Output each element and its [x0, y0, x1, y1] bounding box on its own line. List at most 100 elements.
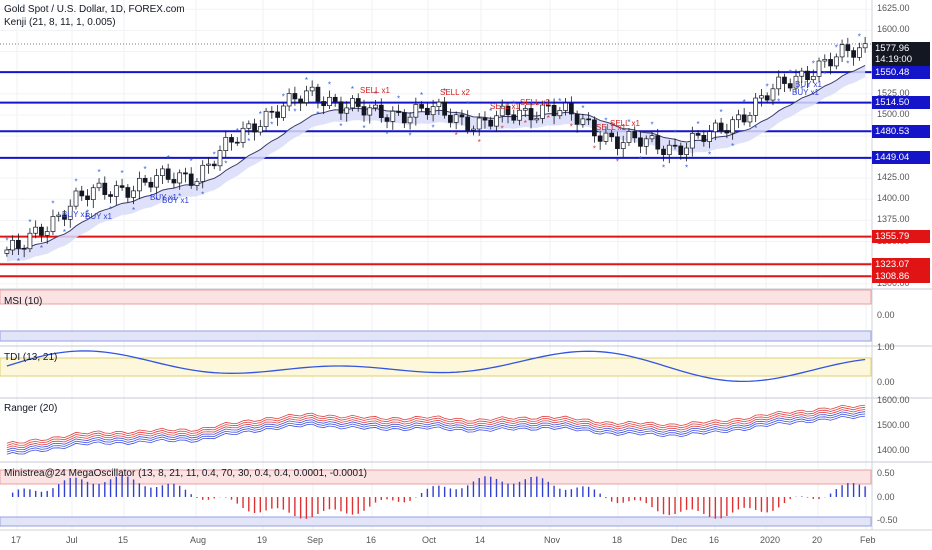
candle-body: [620, 142, 626, 149]
candle-body: [609, 132, 615, 138]
ranger-band-line: [6, 411, 866, 451]
signal-star: *: [708, 150, 711, 159]
candle-body: [753, 97, 759, 116]
candle-body: [401, 112, 407, 124]
candle-body: [200, 164, 206, 182]
time-axis-label: 2020: [760, 535, 781, 545]
price-axis-label: 1525.00: [877, 87, 910, 98]
candle-body: [517, 109, 522, 121]
candle-body: [626, 131, 632, 143]
candle-body: [160, 168, 165, 176]
candle-body: [764, 95, 770, 101]
signal-star: *: [812, 60, 815, 69]
sell-annotation: SELL x2: [520, 98, 550, 107]
signal-star: *: [155, 196, 158, 205]
candle-body: [540, 104, 545, 119]
candle-body: [759, 95, 764, 99]
candle-body: [246, 123, 252, 129]
horizontal-levels: [0, 71, 872, 278]
candle-body: [747, 114, 753, 123]
msi-lower-band: [0, 330, 872, 342]
candle-body: [298, 98, 304, 103]
ranger-band-line: [6, 404, 866, 444]
signal-star: *: [28, 218, 31, 227]
signal-star: *: [385, 130, 388, 139]
price-tag-level_1480: 1480.53: [872, 124, 930, 138]
candle-body: [338, 101, 344, 114]
signal-star: *: [362, 124, 365, 133]
signal-star: *: [731, 142, 734, 151]
candle-body: [419, 104, 424, 109]
signal-star: *: [558, 97, 561, 106]
candle-body: [154, 175, 160, 188]
sell-annotation: SELL x1: [610, 119, 640, 128]
signal-star: *: [201, 190, 204, 199]
price-tag-countdown: 14:19:00: [872, 52, 930, 66]
tdi-band: [0, 357, 872, 377]
signal-star: *: [650, 121, 653, 130]
signal-star: *: [789, 69, 792, 78]
price-axis-label: 1400.00: [877, 193, 910, 204]
signal-star: *: [282, 93, 285, 102]
signal-star: *: [754, 124, 757, 133]
candle-body: [90, 187, 96, 200]
candle-body: [119, 185, 125, 188]
candle-body: [476, 117, 482, 130]
candle-body: [799, 70, 805, 77]
candle-body: [459, 114, 465, 118]
candle-body: [453, 114, 459, 123]
sub-axis-label: -0.50: [877, 515, 898, 525]
buy-annotation: BUY x1: [792, 88, 819, 97]
signal-star: *: [374, 90, 377, 99]
sell-annotation: SELL x1: [360, 86, 390, 95]
signal-star: *: [328, 81, 331, 90]
candle-body: [188, 173, 194, 186]
candle-body: [384, 117, 390, 122]
candle-body: [148, 181, 154, 188]
candle-body: [649, 135, 655, 140]
candle-body: [528, 108, 534, 121]
candle-body: [217, 150, 223, 167]
signal-star: *: [581, 104, 584, 113]
candle-body: [471, 128, 476, 131]
candle-body: [856, 47, 862, 58]
sub-axis-label: 1400.00: [877, 445, 910, 455]
time-axis-label: 14: [475, 535, 486, 545]
time-axis-label: 19: [257, 535, 268, 545]
candle-body: [131, 190, 136, 198]
signal-star: *: [697, 120, 700, 129]
buy-annotation: BUY x1: [62, 210, 89, 219]
candle-body: [851, 50, 856, 58]
candle-body: [494, 115, 499, 127]
candle-body: [177, 172, 183, 184]
candle-body: [816, 60, 822, 77]
candle-body: [407, 116, 413, 124]
signal-star: *: [685, 163, 688, 172]
candle-body: [632, 131, 638, 139]
candle-body: [413, 104, 419, 118]
price-tag-level_1355: 1355.79: [872, 230, 930, 244]
candle-body: [223, 137, 229, 151]
candle-body: [862, 43, 868, 49]
candle-body: [741, 114, 747, 123]
candle-body: [776, 76, 782, 90]
time-axis-label: Jul: [66, 535, 78, 545]
candle-body: [350, 98, 355, 109]
signal-star: *: [109, 205, 112, 214]
candle-body: [206, 163, 211, 166]
signal-star: *: [397, 94, 400, 103]
candle-body: [21, 247, 27, 250]
candle-body: [448, 114, 453, 123]
signal-star: *: [5, 237, 8, 246]
time-axis-label: 16: [709, 535, 720, 545]
signal-star: *: [604, 116, 607, 125]
time-axis-label: 20: [812, 535, 823, 545]
signal-star: *: [339, 122, 342, 131]
candle-body: [465, 116, 471, 131]
tdi-line: [6, 350, 866, 383]
candle-body: [545, 104, 551, 107]
candle-body: [361, 106, 367, 116]
signal-star: *: [259, 110, 262, 119]
candle-body: [102, 182, 108, 195]
